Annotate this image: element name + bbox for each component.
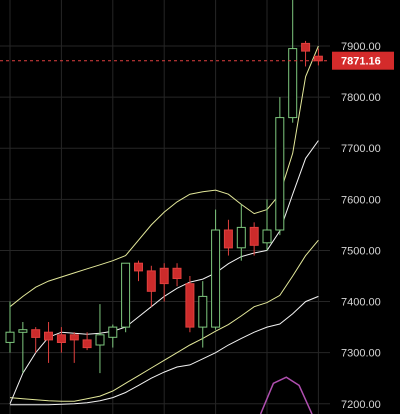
candle-body <box>185 283 195 328</box>
candle <box>313 48 323 66</box>
candle-body <box>223 229 233 249</box>
y-tick-label: 7300.00 <box>341 348 381 360</box>
candle-body <box>5 331 15 343</box>
candle-body <box>275 117 285 231</box>
candle <box>211 209 221 330</box>
candle <box>108 324 118 348</box>
candle-body <box>172 267 182 279</box>
candle-body <box>159 267 169 285</box>
candle <box>69 332 79 363</box>
candle-body <box>262 229 272 244</box>
candle-body <box>288 48 298 119</box>
y-tick-label: 7800.00 <box>341 92 381 104</box>
lower-band-line <box>10 295 319 406</box>
candle <box>236 204 246 261</box>
candle-body <box>236 226 246 249</box>
candle <box>223 219 233 256</box>
candle <box>301 40 311 67</box>
candle <box>31 327 41 353</box>
candle-body <box>108 326 118 338</box>
candle-body <box>249 226 259 246</box>
candle <box>82 332 92 351</box>
rsi-line <box>259 376 313 414</box>
candle-body <box>56 334 66 343</box>
candle <box>44 322 53 363</box>
y-tick-label: 7400.00 <box>341 297 381 309</box>
candle <box>275 97 285 236</box>
candle <box>56 327 66 353</box>
candle-body <box>121 262 131 328</box>
candle-body <box>198 295 208 328</box>
y-tick-label: 7600.00 <box>341 194 381 206</box>
candle <box>198 281 208 348</box>
candle-body <box>31 329 41 338</box>
candle <box>249 222 259 256</box>
candle <box>18 322 28 374</box>
candle <box>185 276 195 333</box>
candle-body <box>44 331 53 341</box>
candle <box>134 260 143 282</box>
outer-band-line <box>9 239 319 402</box>
candle-body <box>82 339 92 349</box>
y-tick-label: 7200.00 <box>341 399 381 411</box>
candle-body <box>211 229 221 328</box>
candle-body <box>301 42 311 52</box>
candle <box>121 262 131 333</box>
candle-body <box>313 55 323 62</box>
candle <box>172 263 182 287</box>
y-tick-label: 7700.00 <box>341 143 381 155</box>
candle-body <box>146 270 156 292</box>
candlesticks <box>5 0 323 374</box>
candle <box>159 263 169 302</box>
candle <box>262 199 272 251</box>
candle-body <box>18 329 28 333</box>
current-price-tag: 7871.16 <box>332 51 394 70</box>
y-tick-label: 7500.00 <box>341 245 381 257</box>
candle-body <box>95 334 105 346</box>
candle <box>288 0 298 123</box>
price-axis: 7900.00 7800.00 7700.00 7600.00 7500.00 7400.… <box>341 41 381 411</box>
candle-body <box>69 334 79 341</box>
candle <box>146 265 156 307</box>
candle <box>95 304 105 374</box>
candle-body <box>134 262 143 272</box>
y-tick-label: 7900.00 <box>341 41 381 53</box>
current-price-label: 7871.16 <box>341 56 381 68</box>
current-price-tag-background <box>332 51 394 70</box>
candle <box>5 301 15 353</box>
